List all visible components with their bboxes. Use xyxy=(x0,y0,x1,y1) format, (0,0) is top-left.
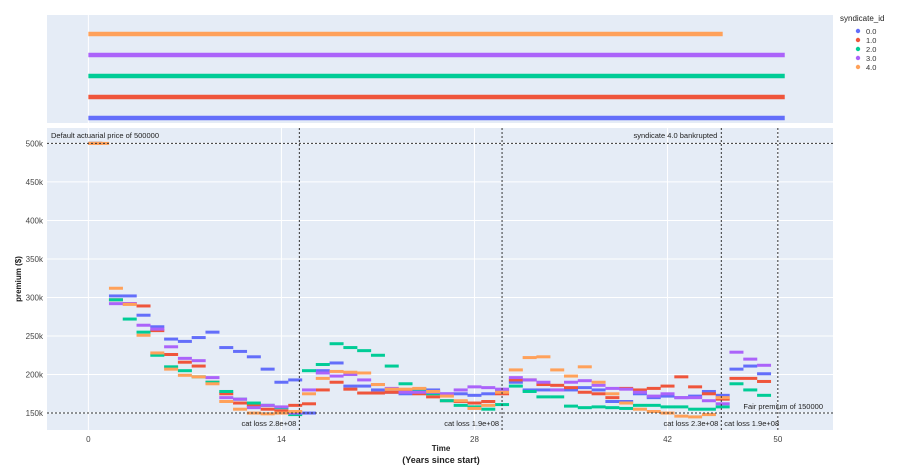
x-tick-label: 42 xyxy=(663,435,672,444)
y-tick-label: 450k xyxy=(26,178,44,187)
annotation-default-price: Default actuarial price of 500000 xyxy=(51,131,159,140)
annotation-cat-loss: cat loss 1.9e+08 xyxy=(444,419,499,428)
legend-marker-1.0 xyxy=(855,37,861,43)
legend-marker-0.0 xyxy=(855,28,861,34)
y-tick-label: 250k xyxy=(26,332,44,341)
annotation-cat-loss: cat loss 2.8e+08 xyxy=(242,419,297,428)
x-tick-label: 14 xyxy=(277,435,286,444)
legend-label-2.0: 2.0 xyxy=(866,45,876,54)
annotation-fair-premium: Fair premium of 150000 xyxy=(743,402,823,411)
annotation-cat-loss: cat loss 2.3e+08 xyxy=(663,419,718,428)
x-tick-label: 28 xyxy=(470,435,479,444)
y-tick-label: 400k xyxy=(26,216,44,225)
legend-label-0.0: 0.0 xyxy=(866,27,876,36)
legend-label-1.0: 1.0 xyxy=(866,36,876,45)
top-panel-background xyxy=(47,15,833,123)
x-axis-subtitle: (Years since start) xyxy=(402,455,480,465)
y-tick-label: 350k xyxy=(26,255,44,264)
legend-title: syndicate_id xyxy=(840,14,884,23)
y-tick-label: 300k xyxy=(26,293,44,302)
y-axis-title: premium ($) xyxy=(14,256,23,302)
legend: syndicate_id 0.01.02.03.04.0 xyxy=(840,14,884,72)
legend-marker-3.0 xyxy=(855,55,861,61)
y-tick-label: 500k xyxy=(26,139,44,148)
x-tick-label: 0 xyxy=(86,435,91,444)
y-tick-label: 200k xyxy=(26,371,44,380)
legend-label-3.0: 3.0 xyxy=(866,54,876,63)
y-tick-label: 150k xyxy=(26,409,44,418)
legend-marker-2.0 xyxy=(855,46,861,52)
annotation-cat-loss: cat loss 1.9e+08 xyxy=(724,419,779,428)
main-panel-background xyxy=(47,128,833,430)
x-tick-label: 50 xyxy=(773,435,782,444)
annotation-bankrupt: syndicate 4.0 bankrupted xyxy=(633,131,717,140)
legend-marker-4.0 xyxy=(855,64,861,70)
legend-label-4.0: 4.0 xyxy=(866,63,876,72)
x-axis-title: Time xyxy=(432,444,451,453)
